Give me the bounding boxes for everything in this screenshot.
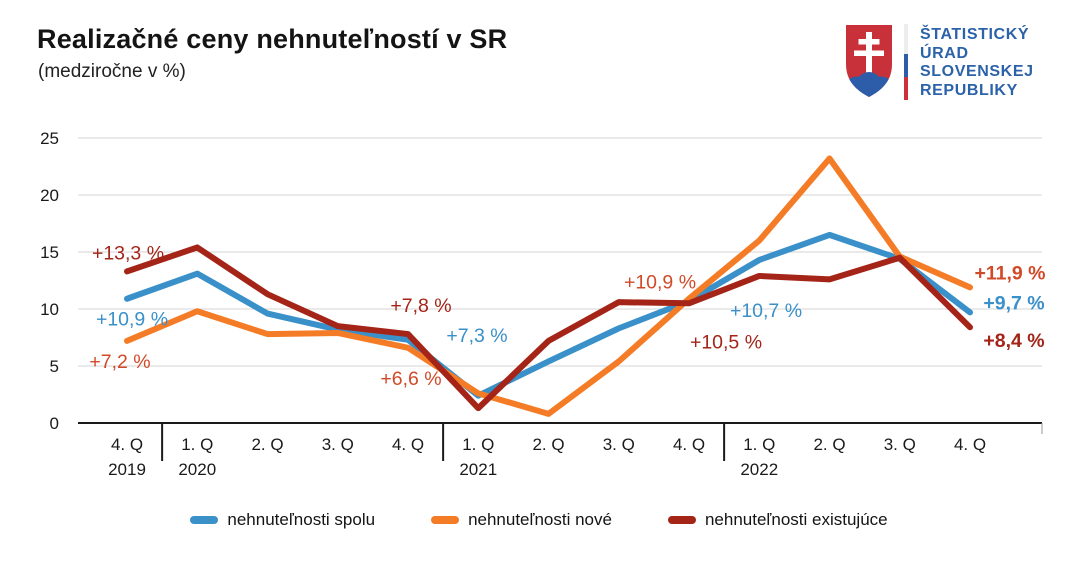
value-annotation: +10,9 % bbox=[624, 272, 696, 294]
legend-item: nehnuteľnosti nové bbox=[431, 510, 612, 530]
page-title: Realizačné ceny nehnuteľností v SR bbox=[37, 24, 508, 54]
value-annotation: +9,7 % bbox=[983, 292, 1044, 314]
x-axis-quarter-label: 1. Q bbox=[462, 435, 494, 454]
value-annotation: +10,9 % bbox=[96, 309, 168, 331]
value-annotation: +7,8 % bbox=[390, 295, 451, 317]
x-axis-quarter-label: 1. Q bbox=[181, 435, 213, 454]
series-line bbox=[124, 155, 973, 417]
value-annotation: +7,3 % bbox=[446, 325, 507, 347]
x-axis-quarter-label: 3. Q bbox=[322, 435, 354, 454]
value-annotation: +13,3 % bbox=[92, 242, 164, 264]
series-line bbox=[124, 244, 973, 412]
series-line bbox=[124, 231, 973, 399]
y-axis-tick-label: 0 bbox=[50, 414, 59, 433]
value-annotation: +7,2 % bbox=[89, 351, 150, 373]
coat-of-arms-icon bbox=[846, 25, 892, 97]
page-subtitle: (medziročne v %) bbox=[38, 61, 186, 82]
value-annotation: +10,7 % bbox=[730, 300, 802, 322]
x-axis-quarter-label: 4. Q bbox=[954, 435, 986, 454]
x-axis-quarter-label: 2. Q bbox=[251, 435, 283, 454]
divider-blue-segment bbox=[904, 54, 908, 78]
x-axis-quarter-label: 4. Q bbox=[111, 435, 143, 454]
value-annotation: +8,4 % bbox=[983, 330, 1044, 352]
divider-red-segment bbox=[904, 77, 908, 100]
divider-white-segment bbox=[904, 24, 908, 55]
org-name-line: REPUBLIKY bbox=[920, 81, 1018, 99]
y-axis-tick-label: 25 bbox=[40, 129, 59, 148]
legend-item: nehnuteľnosti spolu bbox=[190, 510, 375, 530]
value-annotation: +6,6 % bbox=[380, 368, 441, 390]
x-axis-year-label: 2021 bbox=[459, 460, 497, 479]
x-axis-year-label: 2022 bbox=[740, 460, 778, 479]
y-axis-tick-label: 10 bbox=[40, 300, 59, 319]
x-axis-quarter-label: 3. Q bbox=[884, 435, 916, 454]
legend-label: nehnuteľnosti nové bbox=[468, 510, 612, 529]
org-name-line: ŠTATISTICKÝ bbox=[920, 26, 1030, 43]
chart-legend: nehnuteľnosti spolu nehnuteľnosti nové neh… bbox=[0, 510, 1078, 530]
value-annotation: +11,9 % bbox=[974, 262, 1045, 284]
x-axis-quarter-label: 2. Q bbox=[532, 435, 564, 454]
x-axis-quarter-label: 3. Q bbox=[603, 435, 635, 454]
value-annotation: +10,5 % bbox=[690, 331, 762, 353]
legend-label: nehnuteľnosti existujúce bbox=[704, 510, 888, 529]
x-axis-quarter-label: 4. Q bbox=[673, 435, 705, 454]
x-axis-quarter-label: 2. Q bbox=[813, 435, 845, 454]
legend-item: nehnuteľnosti existujúce bbox=[667, 510, 888, 530]
org-name-line: SLOVENSKEJ bbox=[920, 63, 1034, 80]
org-name: ŠTATISTICKÝ ÚRAD SLOVENSKEJ REPUBLIKY bbox=[920, 26, 1034, 100]
legend-label: nehnuteľnosti spolu bbox=[227, 510, 376, 529]
legend-marker bbox=[667, 516, 696, 524]
org-name-line: ÚRAD bbox=[920, 44, 969, 62]
logo-divider bbox=[904, 24, 908, 100]
org-logo: ŠTATISTICKÝ ÚRAD SLOVENSKEJ REPUBLIKY bbox=[845, 24, 1034, 100]
x-axis-year-label: 2019 bbox=[108, 460, 146, 479]
y-axis-tick-label: 15 bbox=[40, 243, 59, 262]
y-axis-tick-label: 20 bbox=[40, 186, 59, 205]
legend-marker bbox=[431, 516, 460, 524]
x-axis-quarter-label: 1. Q bbox=[743, 435, 775, 454]
y-axis-tick-label: 5 bbox=[50, 357, 59, 376]
legend-marker bbox=[190, 516, 219, 524]
x-axis-year-label: 2020 bbox=[178, 460, 216, 479]
x-axis-quarter-label: 4. Q bbox=[392, 435, 424, 454]
